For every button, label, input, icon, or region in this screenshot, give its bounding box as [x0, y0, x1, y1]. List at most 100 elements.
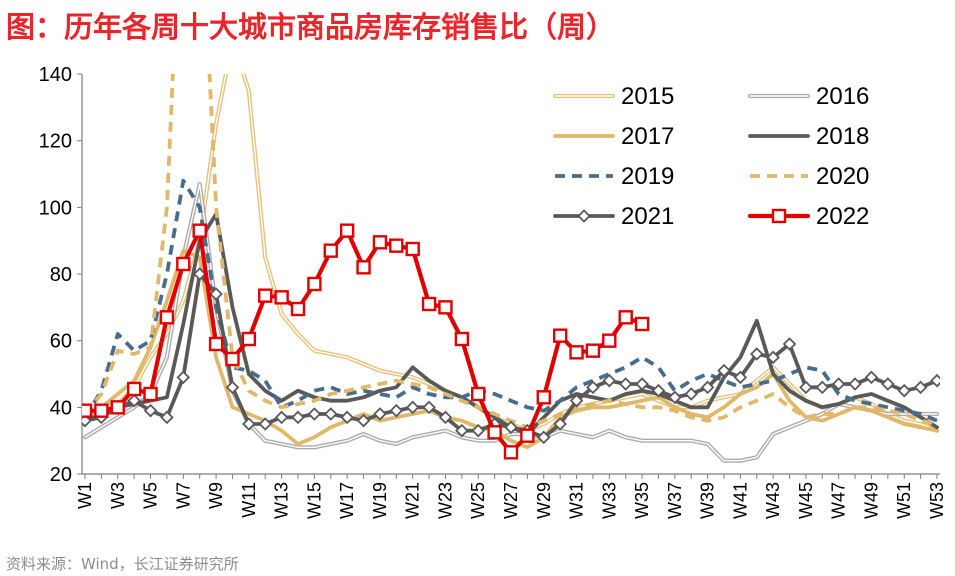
- y-tick-label: 40: [50, 397, 72, 419]
- data-point-2021: [815, 380, 830, 395]
- data-point-2022: [389, 238, 404, 253]
- data-point-2022: [602, 333, 617, 348]
- data-point-2021: [782, 337, 797, 351]
- legend-item-2017: 2017: [553, 123, 674, 150]
- data-point-2022: [487, 425, 502, 440]
- data-point-2022: [192, 223, 207, 238]
- chart-title: 图：历年各周十大城市商品房库存销售比（周）: [6, 10, 616, 44]
- data-point-2021: [389, 403, 404, 418]
- legend: 2015 2016 2017 2018 2019 2020 2021 2022: [552, 83, 869, 230]
- x-tick-label: W21: [403, 482, 423, 519]
- data-point-2022: [356, 260, 371, 275]
- data-point-2021: [717, 363, 731, 378]
- x-tick-label: W53: [927, 482, 947, 519]
- x-tick-label: W7: [173, 482, 193, 509]
- data-point-2021: [373, 407, 387, 421]
- data-point-2022: [307, 276, 322, 292]
- data-point-2021: [930, 373, 940, 388]
- legend-item-2019: 2019: [555, 163, 674, 190]
- data-point-2022: [569, 345, 584, 360]
- data-point-2021: [143, 403, 158, 418]
- series-layer: [82, 74, 955, 463]
- data-point-2021: [799, 380, 813, 395]
- data-point-2022: [82, 403, 93, 418]
- y-tick-label: 20: [50, 464, 72, 486]
- data-point-2021: [356, 413, 371, 428]
- data-point-2022: [503, 445, 519, 460]
- y-tick-label: 140: [39, 64, 72, 86]
- x-tick-label: W37: [665, 482, 685, 519]
- legend-label: 2018: [816, 123, 869, 150]
- data-point-2022: [618, 310, 633, 325]
- data-point-2022: [552, 328, 568, 343]
- data-point-2022: [585, 343, 601, 358]
- series-line-2019: [83, 178, 938, 423]
- data-point-2021: [82, 413, 92, 428]
- data-point-2021: [455, 423, 469, 438]
- legend-label: 2016: [816, 83, 869, 110]
- x-tick-label: W5: [141, 482, 161, 509]
- x-tick-label: W35: [632, 482, 652, 519]
- y-tick-label: 80: [50, 264, 72, 286]
- data-point-2021: [684, 387, 699, 401]
- data-point-2021: [881, 377, 895, 391]
- x-tick-label: W51: [894, 482, 914, 519]
- data-point-2021: [471, 423, 486, 438]
- data-point-2021: [897, 383, 912, 398]
- x-tick-label: W25: [468, 482, 488, 519]
- data-point-2021: [651, 383, 666, 398]
- legend-label: 2017: [621, 123, 674, 150]
- data-point-2021: [504, 420, 518, 435]
- data-point-2022: [143, 386, 158, 402]
- data-point-2021: [864, 370, 879, 385]
- data-point-2022: [471, 386, 486, 402]
- x-tick-label: W23: [435, 482, 455, 519]
- data-point-2021: [948, 379, 955, 390]
- data-point-2022: [110, 400, 125, 415]
- legend-label: 2015: [621, 83, 674, 110]
- data-point-2021: [913, 380, 928, 395]
- data-point-2021: [536, 430, 551, 445]
- x-tick-label: W17: [337, 482, 357, 519]
- series-2020: [83, 74, 938, 430]
- x-tick-label: W45: [796, 482, 816, 519]
- legend-label: 2021: [621, 203, 674, 230]
- data-point-2021: [225, 380, 240, 395]
- legend-item-2015: 2015: [552, 83, 674, 110]
- x-tick-label: W49: [861, 482, 881, 519]
- data-point-2022: [290, 301, 306, 317]
- data-point-2022: [323, 243, 338, 258]
- axes: 20 40 60 80 100 120 140 W1 W3 W5 W7 W9 W11 W13 W15 W17 W…: [39, 64, 947, 519]
- legend-item-2022: 2022: [747, 203, 869, 230]
- data-point-2022: [225, 351, 240, 367]
- data-point-2021: [438, 410, 453, 425]
- data-point-2022: [536, 390, 551, 405]
- x-tick-label: W39: [698, 482, 718, 519]
- data-point-2021: [668, 390, 682, 405]
- data-point-2021: [127, 393, 141, 408]
- data-point-2022: [634, 316, 650, 332]
- x-tick-label: W43: [763, 482, 783, 519]
- series-line-2015: [82, 74, 940, 433]
- legend-label: 2019: [621, 163, 674, 190]
- series-line-2020: [83, 74, 938, 430]
- x-tick-label: W31: [567, 482, 587, 519]
- x-tick-label: W47: [829, 482, 849, 519]
- data-point-2022: [405, 241, 420, 257]
- legend-item-2020: 2020: [750, 163, 869, 190]
- data-point-2021: [307, 407, 322, 421]
- data-point-2022: [94, 403, 109, 418]
- legend-item-2021: 2021: [553, 203, 674, 230]
- data-point-2022: [454, 331, 470, 347]
- data-point-2021: [749, 347, 764, 361]
- data-point-2021: [766, 350, 780, 365]
- x-tick-label: W41: [730, 482, 750, 519]
- data-point-2022: [339, 223, 355, 238]
- x-tick-label: W15: [304, 482, 324, 519]
- data-point-2022: [159, 310, 175, 325]
- data-point-2021: [586, 380, 600, 395]
- data-point-2021: [160, 410, 174, 425]
- data-point-2021: [340, 410, 354, 425]
- x-tick-label: W27: [501, 482, 521, 519]
- legend-item-2018: 2018: [748, 123, 869, 150]
